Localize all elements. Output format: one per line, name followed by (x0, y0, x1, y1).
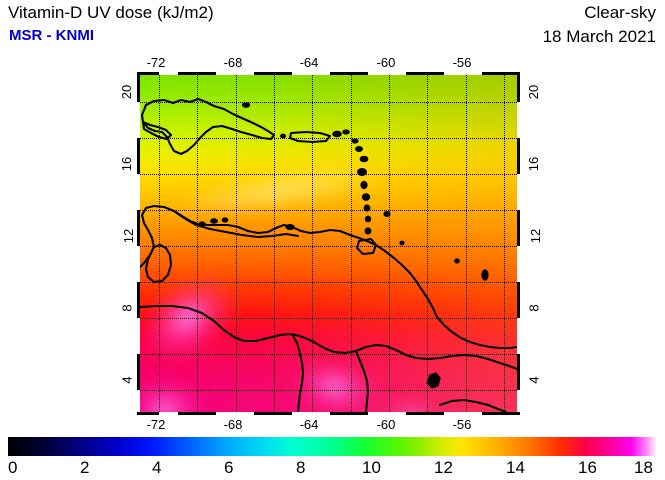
axis-label-right-0: 20 (526, 84, 542, 100)
uv-dose-field (140, 75, 517, 412)
islet-antigua (359, 155, 369, 163)
coastline-overlay (140, 75, 517, 412)
coastline-hispaniola (142, 99, 274, 154)
islet-virgin-islands-1 (332, 130, 342, 138)
colorbar-gradient (8, 437, 657, 456)
islet-st-vincent (364, 215, 372, 223)
colorbar-tick-2: 4 (152, 458, 162, 477)
colorbar[interactable] (8, 437, 657, 456)
axis-ticks-left (137, 75, 140, 412)
boundary-interior-south (292, 334, 303, 412)
boundary-interior-north (140, 306, 517, 369)
axis-label-right-1: 16 (526, 156, 542, 172)
islet-barbados (383, 211, 391, 218)
colorbar-tick-1: 2 (80, 458, 90, 477)
map-plot-area[interactable] (137, 72, 520, 415)
coastline-guianas (437, 317, 517, 348)
coastline-lake-maracaibo (146, 245, 171, 282)
boundary-interior-southeast (356, 351, 368, 412)
coastline-orinoco-delta (359, 238, 437, 317)
coastline-southeast-fragment (440, 400, 506, 412)
islet-turks (241, 102, 251, 108)
axis-label-top-3: -60 (376, 55, 396, 70)
axis-label-top-0: -72 (146, 55, 166, 70)
islet-curacao (209, 218, 218, 224)
data-source-label: MSR - KNMI (9, 27, 94, 44)
axis-label-top-1: -68 (223, 55, 243, 70)
islet-coastal-2 (454, 258, 460, 264)
coastline-south-america-north (140, 206, 359, 271)
axis-label-bottom-4: -56 (452, 417, 472, 432)
colorbar-tick-8: 16 (578, 458, 597, 477)
axis-label-bottom-2: -64 (299, 417, 319, 432)
axis-label-left-0: 20 (119, 84, 135, 100)
islet-inland-lake (427, 373, 440, 388)
colorbar-tick-4: 8 (296, 458, 306, 477)
islet-st-lucia (363, 204, 371, 212)
islet-martinique (361, 193, 371, 201)
axis-label-left-2: 12 (121, 228, 137, 244)
axis-label-right-4: 4 (526, 376, 542, 384)
islet-dominica (360, 180, 368, 190)
colorbar-tick-5: 10 (362, 458, 381, 477)
date-label: 18 March 2021 (542, 27, 656, 46)
coastline-trinidad (357, 239, 376, 254)
axis-label-top-4: -56 (452, 55, 472, 70)
islet-bonaire (221, 217, 229, 223)
islet-guadeloupe (357, 167, 368, 176)
islet-coastal-3 (399, 240, 405, 246)
sky-condition-label: Clear-sky (584, 3, 656, 22)
coastline-puerto-rico (290, 132, 330, 142)
axis-label-right-3: 8 (526, 304, 542, 312)
islet-grenada (364, 227, 372, 235)
axis-ticks-right (517, 75, 520, 412)
axis-label-right-2: 12 (528, 228, 544, 244)
islet-anguilla (351, 138, 359, 144)
colorbar-tick-0: 0 (8, 458, 18, 477)
uv-maximum-blob-south-central (376, 395, 446, 412)
colorbar-tick-3: 6 (224, 458, 234, 477)
islet-coastal-1 (481, 269, 489, 281)
coastline-haiti-peninsula (143, 122, 171, 139)
axis-label-left-3: 8 (119, 304, 135, 312)
page-title: Vitamin-D UV dose (kJ/m2) (8, 3, 214, 22)
axis-label-left-4: 4 (119, 376, 135, 384)
axis-label-left-1: 16 (119, 156, 135, 172)
islet-mona (280, 133, 287, 139)
colorbar-tick-9: 18 (634, 458, 653, 477)
axis-ticks-top (140, 72, 517, 75)
axis-label-bottom-1: -68 (223, 417, 243, 432)
colorbar-tick-7: 14 (506, 458, 525, 477)
boundary-venezuela-inland (174, 211, 298, 237)
axis-label-top-2: -64 (299, 55, 319, 70)
islet-st-martin (355, 145, 364, 152)
axis-label-bottom-0: -72 (146, 417, 166, 432)
colorbar-tick-6: 12 (434, 458, 453, 477)
axis-ticks-bottom (140, 412, 517, 415)
islet-virgin-islands-2 (342, 129, 350, 135)
axis-label-bottom-3: -60 (376, 417, 396, 432)
